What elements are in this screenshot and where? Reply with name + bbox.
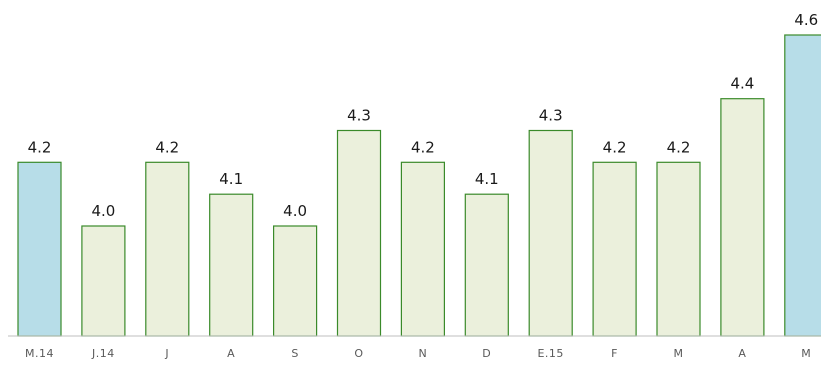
x-tick-label-7: D <box>482 347 491 360</box>
x-tick-label-2: J <box>164 347 169 360</box>
x-tick-label-12: M <box>801 347 811 360</box>
x-tick-label-4: S <box>291 347 298 360</box>
x-tick-label-1: J.14 <box>91 347 115 360</box>
value-label-6: 4.2 <box>411 138 435 156</box>
bar-4 <box>273 225 318 337</box>
bar-2 <box>145 161 190 337</box>
bar-3 <box>209 193 254 337</box>
x-tick-label-9: F <box>611 347 618 360</box>
bar-0 <box>17 161 62 337</box>
value-label-9: 4.2 <box>603 138 627 156</box>
x-tick-label-5: O <box>354 347 363 360</box>
bar-7 <box>464 193 509 337</box>
x-tick-label-6: N <box>419 347 428 360</box>
bar-12 <box>784 34 821 337</box>
bar-1 <box>81 225 126 337</box>
value-label-3: 4.1 <box>219 170 243 188</box>
x-tick-label-0: M.14 <box>25 347 54 360</box>
bar-6 <box>400 161 445 337</box>
value-label-10: 4.2 <box>667 138 691 156</box>
value-label-4: 4.0 <box>283 202 307 220</box>
x-tick-label-8: E.15 <box>537 347 563 360</box>
value-label-5: 4.3 <box>347 107 371 125</box>
value-label-7: 4.1 <box>475 170 499 188</box>
bar-9 <box>592 161 637 337</box>
bar-5 <box>336 129 382 337</box>
x-tick-label-3: A <box>227 347 235 360</box>
x-tick-label-11: A <box>738 347 746 360</box>
value-labels-group: 4.2 4.0 4.2 4.1 4.0 4.3 4.2 4.1 4.3 4.2 4.2 4.4 4.6 <box>28 11 819 220</box>
value-label-11: 4.4 <box>730 75 754 93</box>
value-label-12: 4.6 <box>794 11 818 29</box>
value-label-2: 4.2 <box>155 138 179 156</box>
value-label-1: 4.0 <box>91 202 115 220</box>
x-tick-label-10: M <box>674 347 684 360</box>
x-tick-labels-group: M.14 J.14 J A S O N D E.15 F M A M <box>25 347 811 360</box>
bars-group <box>17 34 821 337</box>
bar-11 <box>720 98 765 337</box>
value-label-8: 4.3 <box>539 107 563 125</box>
value-label-0: 4.2 <box>28 138 52 156</box>
bar-8 <box>528 129 573 337</box>
bar-10 <box>656 161 701 337</box>
